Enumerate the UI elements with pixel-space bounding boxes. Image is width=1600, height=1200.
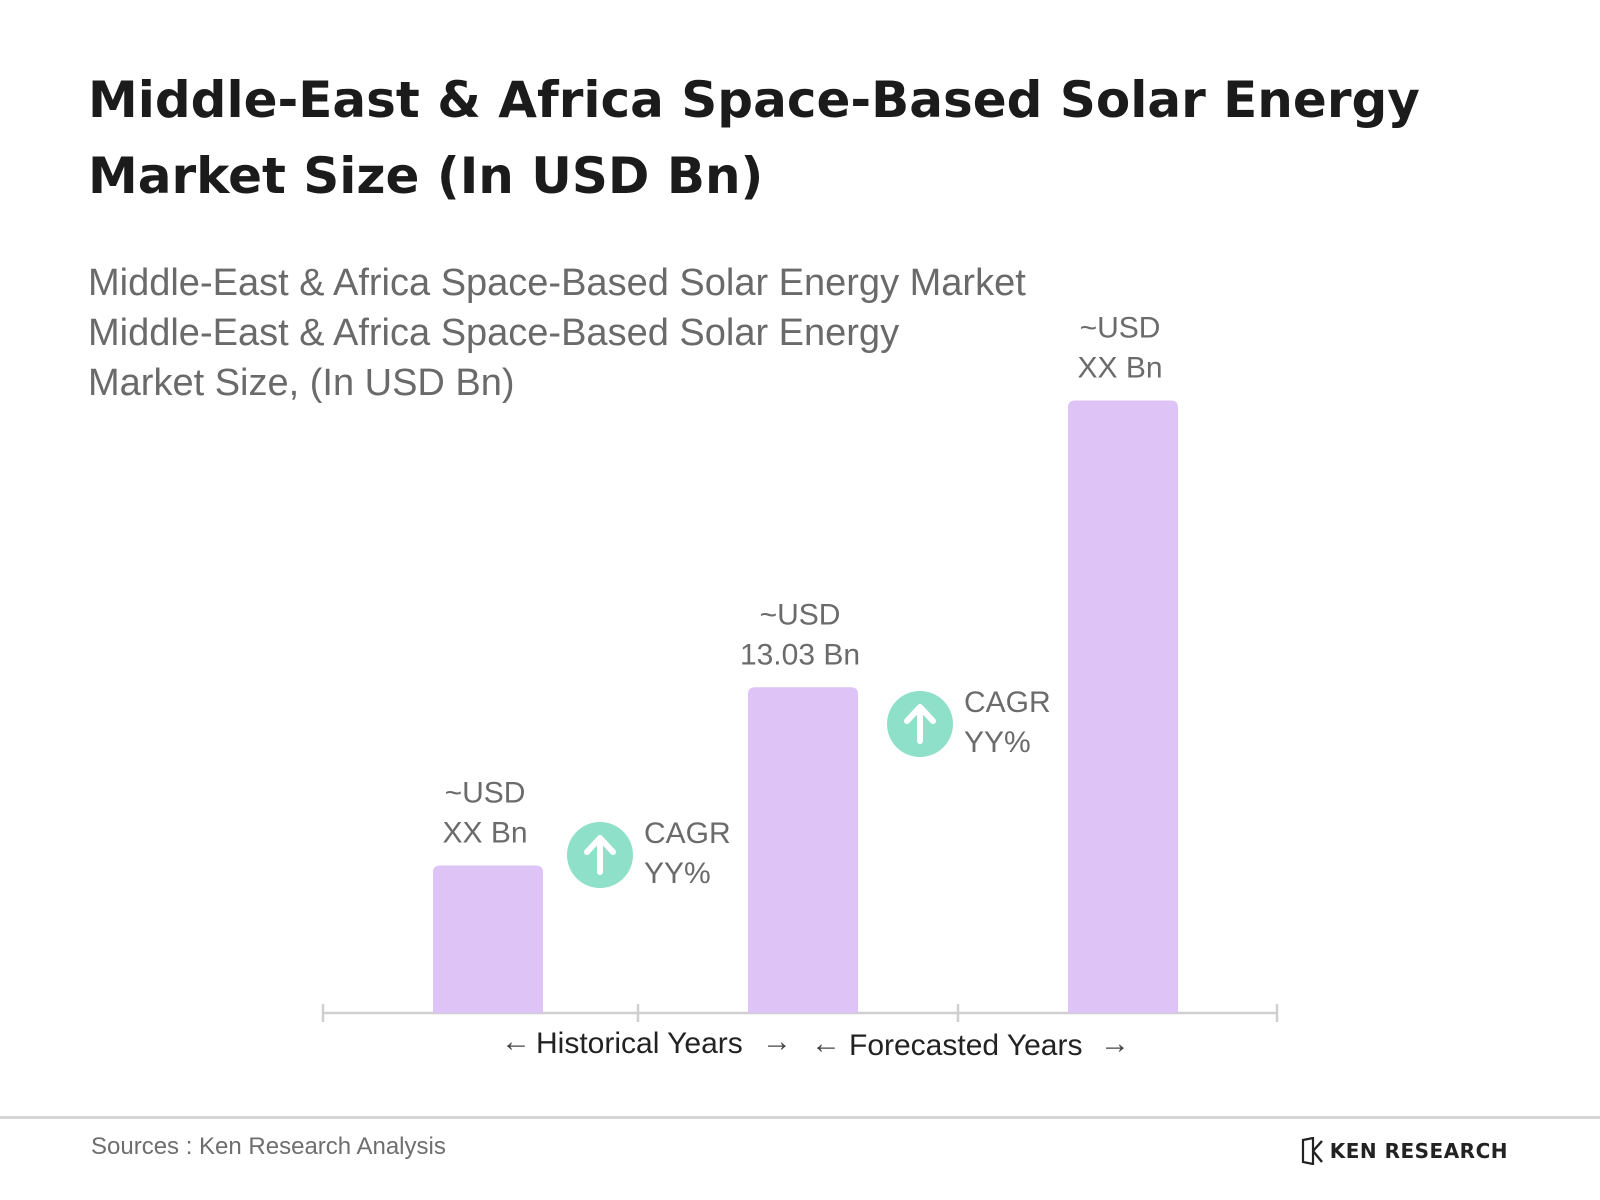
cagr-label-2: CAGR (964, 686, 1051, 719)
arrow-up-icon-head (904, 704, 936, 724)
bar-value-label-3-line-1: ~USD (1080, 312, 1161, 345)
arrow-up-icon (904, 704, 936, 744)
bar-value-label-1-line-1: ~USD (445, 777, 526, 810)
subtitle-line-1: Middle-East & Africa Space-Based Solar E… (88, 262, 1026, 304)
cagr-annotations-group: CAGR YY% CAGR YY% (567, 686, 1051, 890)
chart-title: Middle-East & Africa Space-Based Solar E… (88, 71, 1420, 205)
arrow-up-icon-head (584, 835, 616, 855)
arrow-right-icon: → (1100, 1027, 1130, 1060)
bars-group (433, 400, 1178, 1013)
bar-value-label-3-line-2: XX Bn (1077, 352, 1162, 385)
bar-value-label-2-line-1: ~USD (760, 598, 841, 631)
period-label-1: Historical Years (536, 1027, 743, 1060)
footer-divider (0, 1116, 1600, 1119)
arrow-left-icon: ← (501, 1025, 531, 1058)
subtitle-line-3: Market Size, (In USD Bn) (88, 362, 515, 404)
bar-value-label-2-line-2: 13.03 Bn (740, 638, 860, 671)
cagr-annotation-1: CAGR YY% (567, 817, 731, 890)
arrow-up-icon (584, 835, 616, 875)
cagr-value-2: YY% (964, 726, 1031, 759)
ken-research-logo-icon (1301, 1137, 1323, 1165)
source-note: Sources : Ken Research Analysis (91, 1133, 446, 1160)
chart-subtitle: Middle-East & Africa Space-Based Solar E… (88, 258, 1048, 408)
period-1: ← Historical Years → (501, 1025, 792, 1060)
bar-1 (433, 865, 543, 1013)
bar-3 (1068, 400, 1178, 1013)
period-labels-group: ← Historical Years → ← Forecasted Years → (501, 1025, 1130, 1062)
value-labels-group: ~USD XX Bn ~USD 13.03 Bn ~USD XX Bn (442, 312, 1162, 850)
brand-logo: KEN RESEARCH (1300, 1136, 1508, 1166)
brand-name: KEN RESEARCH (1329, 1139, 1508, 1163)
subtitle-line-2: Middle-East & Africa Space-Based Solar E… (88, 312, 900, 354)
bar-2 (748, 687, 858, 1013)
period-2: ← Forecasted Years → (811, 1027, 1130, 1062)
period-label-2: Forecasted Years (849, 1029, 1082, 1062)
arrow-right-icon: → (762, 1025, 792, 1058)
arrow-left-icon: ← (811, 1027, 841, 1060)
cagr-annotation-2: CAGR YY% (887, 686, 1051, 759)
bar-value-label-1-line-2: XX Bn (442, 817, 527, 850)
cagr-value-1: YY% (644, 857, 711, 890)
cagr-label-1: CAGR (644, 817, 731, 850)
